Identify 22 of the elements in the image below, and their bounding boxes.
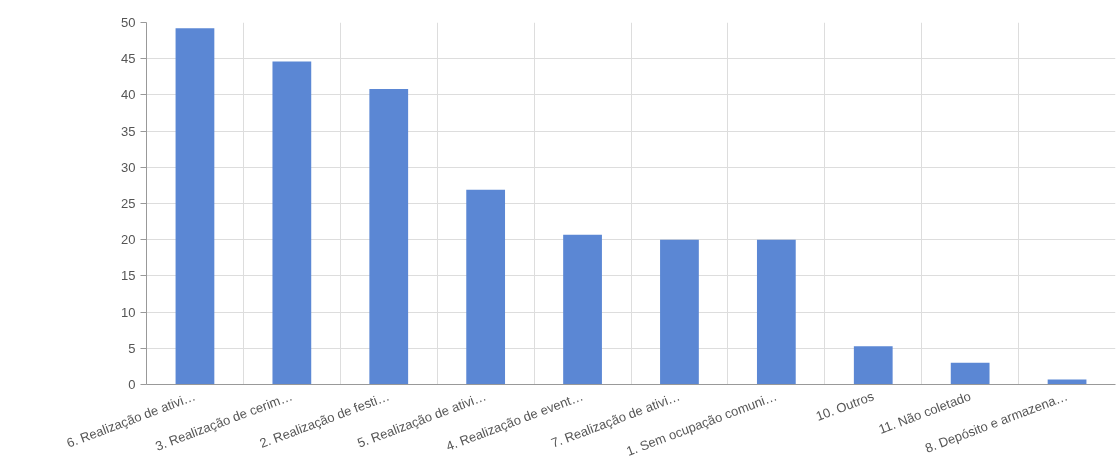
- y-tick-label: 10: [121, 304, 136, 320]
- y-tick-label: 30: [121, 159, 136, 175]
- y-tick-label: 20: [121, 232, 136, 248]
- y-tick-label: 0: [128, 377, 136, 392]
- bar: [563, 234, 602, 385]
- bar: [466, 189, 506, 385]
- y-tick-label: 25: [121, 196, 136, 211]
- x-tick-label: 10. Outros: [813, 388, 877, 424]
- bar: [175, 28, 215, 385]
- y-tick-label: 5: [128, 340, 136, 356]
- bar: [950, 362, 990, 385]
- bar: [660, 239, 699, 385]
- y-tick-label: 35: [121, 123, 136, 139]
- y-tick-label: 15: [121, 268, 136, 284]
- bar: [272, 61, 312, 385]
- bar: [1047, 379, 1087, 385]
- y-tick-label: 45: [121, 51, 136, 67]
- bar: [369, 89, 409, 385]
- y-tick-label: 40: [121, 87, 136, 103]
- bar: [756, 239, 796, 385]
- y-tick-label: 50: [121, 15, 136, 30]
- bar: [853, 346, 893, 385]
